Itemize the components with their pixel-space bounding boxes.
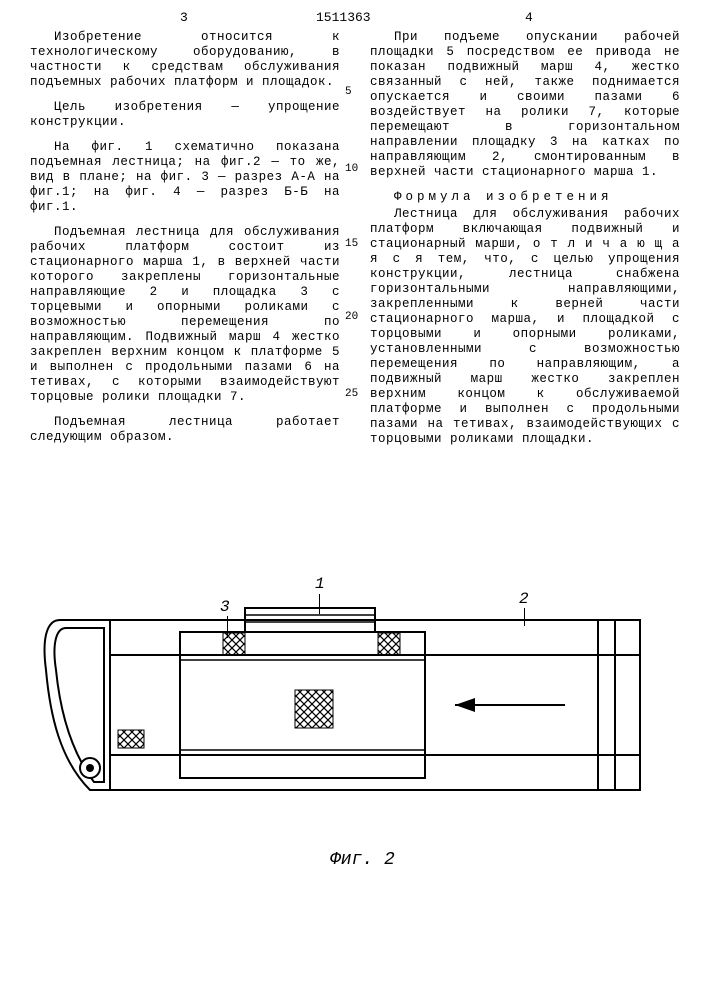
line-ref: 5: [345, 85, 352, 100]
claim-body: Лестница для обслуживания рабочих платфо…: [370, 207, 680, 447]
line-ref: 10: [345, 162, 358, 177]
paragraph: Подъемная лестница для обслуживания рабо…: [30, 225, 340, 405]
paragraph: Подъемная лестница работает следующим об…: [30, 415, 340, 445]
figure-svg: [0, 560, 707, 860]
document-number: 1511363: [316, 10, 371, 25]
figure-callout-3: 3: [220, 598, 230, 616]
line-ref: 15: [345, 237, 358, 252]
paragraph: При подъеме опускании рабочей площадки 5…: [370, 30, 680, 180]
figure-label: Фиг. 2: [330, 850, 395, 870]
paragraph: Цель изобретения — упрощение конструкции…: [30, 100, 340, 130]
paragraph: Изобретение относится к технологическому…: [30, 30, 340, 90]
figure-callout-2: 2: [519, 590, 529, 608]
paragraph: На фиг. 1 схематично показана подъемная …: [30, 140, 340, 215]
callout-leader: [227, 616, 228, 638]
callout-leader: [524, 608, 525, 626]
line-ref: 20: [345, 310, 358, 325]
figure-2: 1 3 2 Фиг. 2: [0, 560, 707, 890]
callout-leader: [319, 594, 320, 614]
figure-callout-1: 1: [315, 575, 325, 593]
page-number-left: 3: [180, 10, 188, 25]
page-number-right: 4: [525, 10, 533, 25]
text-column-left: Изобретение относится к технологическому…: [30, 30, 340, 455]
claim-title: Формула изобретения: [370, 190, 680, 205]
text-column-right: При подъеме опускании рабочей площадки 5…: [370, 30, 680, 457]
line-ref: 25: [345, 387, 358, 402]
